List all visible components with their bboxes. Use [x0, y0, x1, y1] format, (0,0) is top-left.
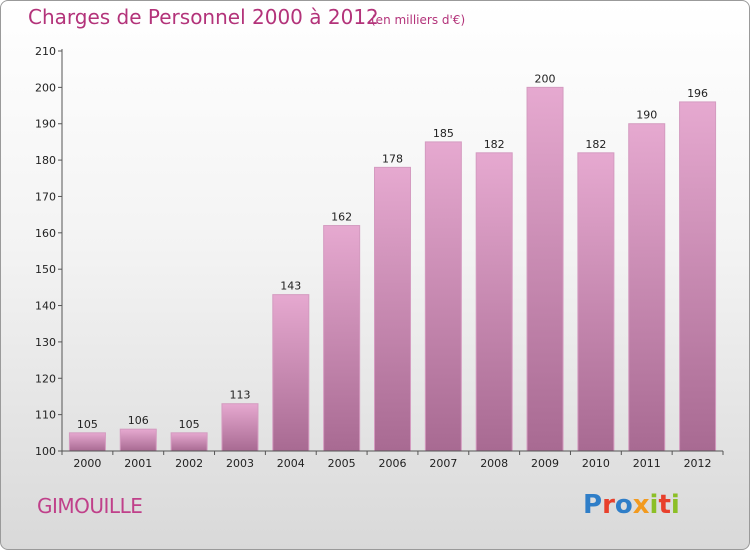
labels-layer: 100 110 120 130 140 150 160 170 180 190 200 210 2000… — [35, 45, 712, 470]
y-tick-label: 180 — [35, 154, 56, 167]
y-tick-label: 160 — [35, 227, 56, 240]
y-tick-label: 100 — [35, 445, 56, 458]
bar — [221, 403, 259, 452]
logo-letter: x — [632, 490, 650, 520]
logo-letter: o — [614, 490, 633, 520]
x-tick-label: 2002 — [175, 457, 203, 470]
logo-letter: i — [649, 490, 659, 520]
bar — [628, 123, 666, 452]
axes-layer — [58, 49, 724, 455]
x-tick-label: 2005 — [328, 457, 356, 470]
bars-layer — [68, 86, 717, 452]
bar — [424, 141, 462, 452]
data-label: 143 — [280, 280, 301, 293]
data-label: 105 — [179, 418, 200, 431]
y-tick-label: 110 — [35, 409, 56, 422]
x-tick-label: 2012 — [684, 457, 712, 470]
bar — [475, 152, 513, 452]
y-tick-label: 190 — [35, 118, 56, 131]
data-label: 185 — [433, 127, 454, 140]
logo-letter: t — [658, 490, 671, 520]
x-tick-label: 2001 — [124, 457, 152, 470]
chart-subtitle: (en milliers d'€) — [371, 13, 466, 27]
commune-name: GIMOUILLE — [37, 494, 143, 518]
x-tick-label: 2009 — [531, 457, 559, 470]
bar — [679, 101, 717, 452]
y-tick-label: 130 — [35, 336, 56, 349]
bar — [68, 432, 106, 452]
x-tick-label: 2004 — [277, 457, 305, 470]
data-label: 162 — [331, 211, 352, 224]
data-label: 200 — [535, 72, 556, 85]
x-tick-label: 2007 — [429, 457, 457, 470]
x-tick-label: 2008 — [480, 457, 508, 470]
bar — [526, 86, 564, 452]
data-label: 105 — [77, 418, 98, 431]
data-label: 196 — [687, 87, 708, 100]
bar — [272, 294, 310, 452]
y-tick-label: 200 — [35, 81, 56, 94]
data-label: 113 — [229, 389, 250, 402]
bar — [119, 428, 157, 452]
logo-letter: P — [583, 490, 603, 520]
bar — [323, 225, 361, 452]
bar — [170, 432, 208, 452]
data-label: 190 — [636, 109, 657, 122]
y-tick-label: 140 — [35, 300, 56, 313]
x-tick-label: 2003 — [226, 457, 254, 470]
bar — [577, 152, 615, 452]
data-label: 182 — [484, 138, 505, 151]
chart-title: Charges de Personnel 2000 à 2012 — [28, 5, 379, 29]
y-tick-label: 170 — [35, 190, 56, 203]
y-tick-label: 120 — [35, 372, 56, 385]
x-tick-label: 2000 — [73, 457, 101, 470]
logo-letter: r — [602, 490, 615, 520]
x-tick-label: 2011 — [633, 457, 661, 470]
data-label: 182 — [585, 138, 606, 151]
data-label: 178 — [382, 152, 403, 165]
y-tick-label: 150 — [35, 263, 56, 276]
logo-letter: i — [670, 490, 680, 520]
proxiti-logo[interactable]: Proxiti — [583, 490, 680, 520]
data-label: 106 — [128, 414, 149, 427]
x-tick-label: 2006 — [379, 457, 407, 470]
y-tick-label: 210 — [35, 45, 56, 58]
bar — [374, 166, 411, 452]
x-tick-label: 2010 — [582, 457, 610, 470]
